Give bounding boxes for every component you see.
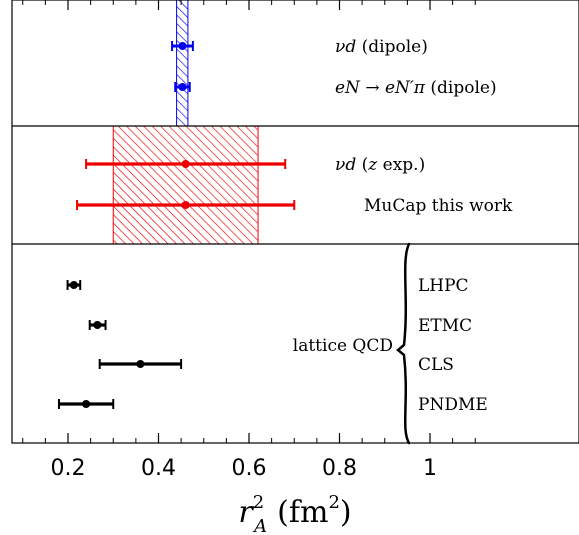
data-point [93, 321, 102, 329]
group-label: lattice QCD [293, 336, 393, 356]
z-expansion-band [113, 126, 259, 244]
x-axis-title: r2 A (fm2) [238, 492, 351, 535]
row-label: νd (z exp.) [335, 155, 425, 175]
x-tick-label: 0.8 [322, 456, 357, 481]
bands [112, 0, 259, 244]
panels [11, 0, 579, 444]
data-point [178, 83, 187, 91]
data-point [181, 201, 190, 209]
data-point [82, 400, 91, 408]
x-tick-label: 0.4 [141, 456, 176, 481]
dipole-band [176, 0, 188, 126]
x-tick-label: 1 [423, 456, 437, 481]
data-marks [57, 41, 296, 409]
row-label: CLS [418, 355, 454, 375]
data-point [69, 281, 78, 289]
row-label: eN → eN′π (dipole) [335, 78, 497, 98]
x-tick-label: 0.2 [51, 456, 86, 481]
x-axis-ticks: 0.2 0.4 0.6 0.8 1 [22, 0, 476, 481]
row-label: PNDME [418, 395, 488, 415]
data-point [181, 160, 190, 168]
row-labels: νd (dipole) eN → eN′π (dipole) νd (z exp.)… [293, 37, 513, 445]
data-point [178, 42, 187, 50]
curly-brace [396, 242, 411, 445]
row-label: ETMC [418, 316, 472, 336]
data-point [136, 360, 145, 368]
plot-frame [11, 0, 579, 444]
row-label: MuCap this work [364, 196, 513, 216]
row-label: LHPC [418, 276, 469, 296]
x-tick-label: 0.6 [232, 456, 267, 481]
row-label: νd (dipole) [335, 37, 428, 57]
